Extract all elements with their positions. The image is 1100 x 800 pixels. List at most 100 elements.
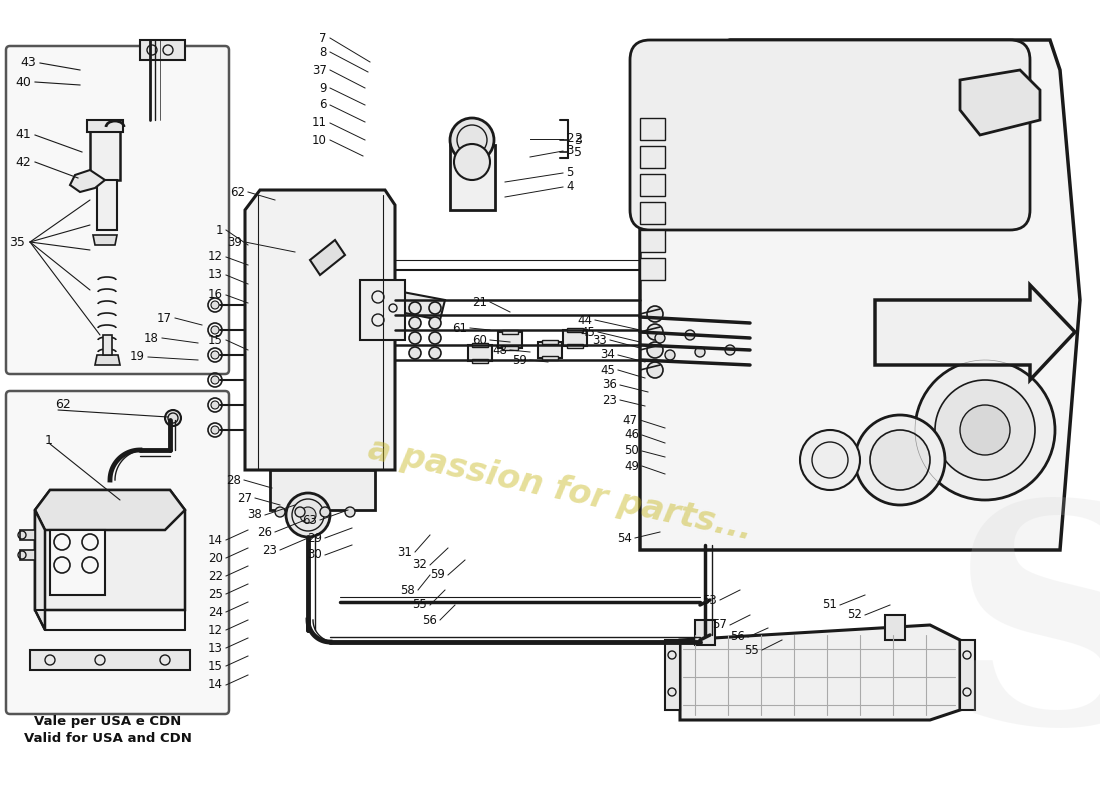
Text: Valid for USA and CDN: Valid for USA and CDN	[24, 731, 191, 745]
Bar	[97, 180, 117, 230]
Text: 25: 25	[208, 587, 223, 601]
Text: 32: 32	[412, 558, 427, 571]
Circle shape	[685, 330, 695, 340]
Text: 26: 26	[257, 526, 272, 538]
Text: 46: 46	[624, 429, 639, 442]
Text: 2: 2	[566, 133, 573, 146]
Circle shape	[295, 507, 305, 517]
Text: 48: 48	[492, 343, 507, 357]
Text: 55: 55	[745, 643, 759, 657]
Text: 36: 36	[602, 378, 617, 391]
Text: 45: 45	[580, 326, 595, 338]
Bar	[103, 335, 112, 355]
Text: 62: 62	[230, 186, 245, 198]
Text: 40: 40	[15, 75, 31, 89]
Circle shape	[666, 350, 675, 360]
Text: 5: 5	[566, 166, 573, 179]
Circle shape	[960, 405, 1010, 455]
Circle shape	[915, 360, 1055, 500]
Text: 13: 13	[208, 269, 223, 282]
Bar	[468, 345, 492, 361]
Text: 12: 12	[208, 623, 223, 637]
Text: 61: 61	[452, 322, 468, 334]
Text: 20: 20	[208, 551, 223, 565]
Bar	[30, 650, 190, 670]
Text: 60: 60	[472, 334, 487, 346]
Circle shape	[409, 332, 421, 344]
Text: 49: 49	[624, 459, 639, 473]
Text: 38: 38	[248, 509, 262, 522]
Text: 34: 34	[601, 349, 615, 362]
Circle shape	[450, 118, 494, 162]
Text: 55: 55	[412, 598, 427, 611]
Text: 23: 23	[262, 543, 277, 557]
Text: 8: 8	[320, 46, 327, 58]
Text: a passion for parts...: a passion for parts...	[365, 433, 756, 547]
Bar	[640, 146, 666, 168]
Text: 31: 31	[397, 546, 412, 558]
Circle shape	[211, 426, 219, 434]
Circle shape	[870, 430, 930, 490]
Text: Vale per USA e CDN: Vale per USA e CDN	[34, 715, 182, 729]
FancyBboxPatch shape	[630, 40, 1030, 230]
Text: 23: 23	[602, 394, 617, 406]
Bar	[20, 530, 35, 540]
Text: 37: 37	[312, 63, 327, 77]
Polygon shape	[960, 70, 1040, 135]
Text: 22: 22	[208, 570, 223, 582]
Polygon shape	[140, 40, 185, 60]
Text: 62: 62	[55, 398, 70, 411]
Text: 53: 53	[702, 594, 717, 606]
Text: 15: 15	[208, 334, 223, 346]
Bar	[542, 340, 558, 344]
Text: 59: 59	[430, 569, 446, 582]
Text: 30: 30	[307, 549, 322, 562]
Bar	[472, 359, 488, 363]
Polygon shape	[874, 285, 1075, 380]
Circle shape	[211, 301, 219, 309]
Text: 51: 51	[822, 598, 837, 611]
Circle shape	[647, 324, 663, 340]
Text: 6: 6	[319, 98, 327, 111]
Bar	[566, 344, 583, 348]
Bar	[640, 118, 666, 140]
Bar	[502, 346, 518, 350]
Circle shape	[935, 380, 1035, 480]
Polygon shape	[35, 490, 185, 530]
Text: 58: 58	[400, 583, 415, 597]
Text: 4: 4	[566, 181, 573, 194]
Text: 56: 56	[730, 630, 745, 643]
Text: 54: 54	[617, 531, 632, 545]
Circle shape	[211, 326, 219, 334]
Text: 45: 45	[601, 363, 615, 377]
Bar	[640, 174, 666, 196]
Circle shape	[165, 410, 182, 426]
Bar	[542, 356, 558, 360]
Circle shape	[409, 317, 421, 329]
Polygon shape	[95, 355, 120, 365]
Circle shape	[275, 507, 285, 517]
Bar	[50, 530, 104, 595]
Circle shape	[409, 347, 421, 359]
Polygon shape	[390, 290, 446, 320]
Bar	[960, 640, 975, 710]
Text: 15: 15	[208, 659, 223, 673]
Circle shape	[429, 302, 441, 314]
Bar	[502, 330, 518, 334]
Text: 3: 3	[574, 134, 582, 146]
Text: 27: 27	[236, 491, 252, 505]
Text: 2: 2	[574, 133, 582, 146]
Text: 14: 14	[208, 678, 223, 691]
Circle shape	[800, 430, 860, 490]
Polygon shape	[245, 190, 395, 470]
Circle shape	[429, 347, 441, 359]
Circle shape	[300, 507, 316, 523]
Text: 16: 16	[208, 289, 223, 302]
Bar	[886, 615, 905, 640]
Circle shape	[725, 345, 735, 355]
Bar	[87, 120, 123, 132]
Bar	[450, 145, 495, 210]
Text: 57: 57	[712, 618, 727, 631]
Bar	[566, 328, 583, 332]
Circle shape	[647, 342, 663, 358]
